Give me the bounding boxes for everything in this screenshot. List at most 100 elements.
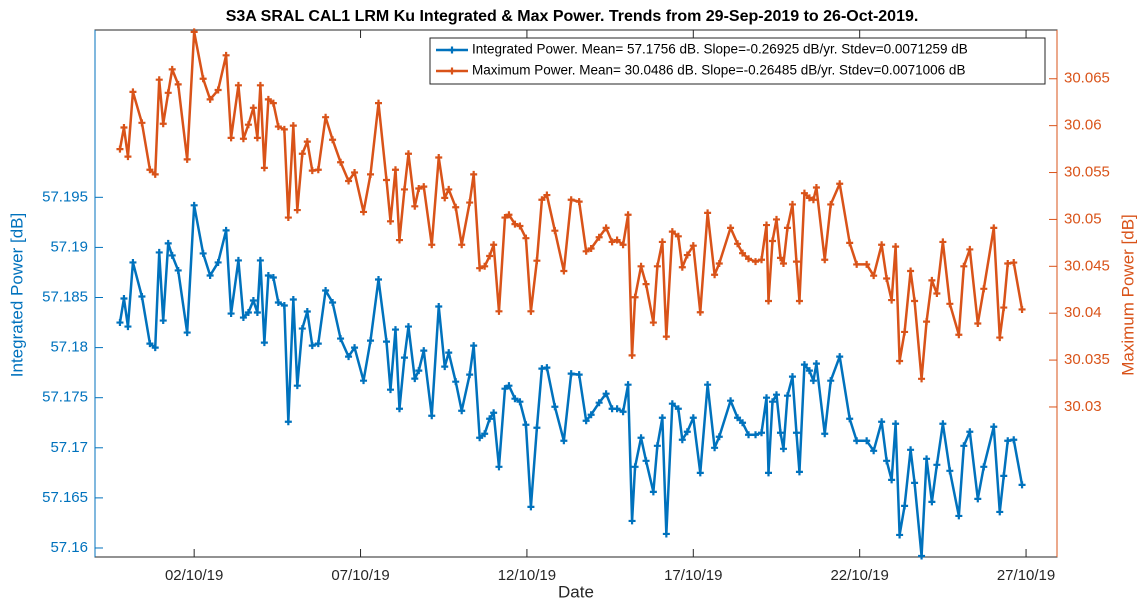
data-point — [595, 233, 603, 241]
data-point — [256, 81, 264, 89]
data-point — [183, 329, 191, 337]
data-point — [274, 123, 282, 131]
data-point — [452, 378, 460, 386]
data-point — [206, 271, 214, 279]
data-point — [234, 81, 242, 89]
data-point — [293, 206, 301, 214]
data-point — [441, 194, 449, 202]
data-point — [715, 433, 723, 441]
data-point — [888, 296, 896, 304]
data-point — [501, 385, 509, 393]
data-point — [404, 150, 412, 158]
data-point — [486, 415, 494, 423]
data-point — [923, 318, 931, 326]
data-point — [763, 394, 771, 402]
data-point — [138, 293, 146, 301]
data-point — [151, 344, 159, 352]
data-point — [458, 241, 466, 249]
data-point — [360, 377, 368, 385]
data-point — [551, 227, 559, 235]
data-point — [587, 244, 595, 252]
data-point — [892, 243, 900, 251]
data-point — [314, 340, 322, 348]
data-point — [420, 347, 428, 355]
data-point — [293, 382, 301, 390]
data-point — [234, 256, 242, 264]
data-point — [805, 367, 813, 375]
data-point — [322, 113, 330, 121]
data-point — [892, 420, 900, 428]
data-point — [960, 262, 968, 270]
data-point — [476, 264, 484, 272]
data-point — [159, 317, 167, 325]
data-point — [151, 170, 159, 178]
data-point — [649, 319, 657, 327]
data-point — [253, 309, 261, 317]
data-point — [199, 75, 207, 83]
data-point — [411, 375, 419, 383]
data-point — [538, 196, 546, 204]
data-point — [768, 237, 776, 245]
data-point — [772, 215, 780, 223]
data-point — [411, 202, 419, 210]
data-point — [516, 222, 524, 230]
data-point — [129, 88, 137, 96]
data-point — [298, 325, 306, 333]
y2-axis-label: Maximum Power [dB] — [1118, 214, 1137, 376]
data-point — [689, 414, 697, 422]
data-point — [120, 295, 128, 303]
data-point — [662, 333, 670, 341]
data-point — [168, 65, 176, 73]
data-point — [966, 428, 974, 436]
data-point — [752, 431, 760, 439]
data-point — [896, 531, 904, 539]
data-point — [763, 221, 771, 229]
data-point — [1004, 437, 1012, 445]
data-point — [827, 377, 835, 385]
data-point — [222, 51, 230, 59]
data-point — [174, 266, 182, 274]
y2-tick-label: 30.065 — [1064, 70, 1110, 87]
data-point — [752, 258, 760, 266]
data-point — [662, 530, 670, 538]
data-point — [783, 392, 791, 400]
legend-label: Maximum Power. Mean= 30.0486 dB. Slope=-… — [472, 63, 965, 78]
data-point — [400, 185, 408, 193]
data-point — [505, 382, 513, 390]
data-point — [624, 211, 632, 219]
data-point — [727, 397, 735, 405]
data-point — [481, 430, 489, 438]
data-point — [420, 183, 428, 191]
data-point — [642, 457, 650, 465]
data-point — [575, 198, 583, 206]
y2-tick-label: 30.045 — [1064, 257, 1110, 274]
data-point — [249, 104, 257, 112]
data-point — [560, 437, 568, 445]
data-point — [668, 400, 676, 408]
data-point — [120, 124, 128, 132]
data-point — [765, 469, 772, 477]
data-point — [582, 417, 590, 425]
data-point — [1010, 259, 1018, 267]
data-point — [1000, 304, 1008, 312]
data-point — [511, 395, 519, 403]
data-point — [466, 371, 474, 379]
data-point — [658, 414, 666, 422]
legend-box — [429, 37, 1046, 85]
data-point — [758, 429, 766, 437]
data-point — [779, 445, 787, 453]
data-point — [400, 354, 408, 362]
data-point — [452, 203, 460, 211]
data-point — [116, 319, 124, 327]
data-point — [696, 469, 704, 477]
data-point — [303, 138, 311, 146]
data-point — [812, 184, 820, 192]
data-point — [923, 455, 931, 463]
data-point — [543, 191, 551, 199]
data-point — [800, 361, 808, 369]
data-point — [878, 418, 886, 426]
data-point — [711, 271, 719, 279]
data-point — [624, 381, 632, 389]
chart-title: S3A SRAL CAL1 LRM Ku Integrated & Max Po… — [226, 8, 919, 25]
data-point — [966, 245, 974, 253]
